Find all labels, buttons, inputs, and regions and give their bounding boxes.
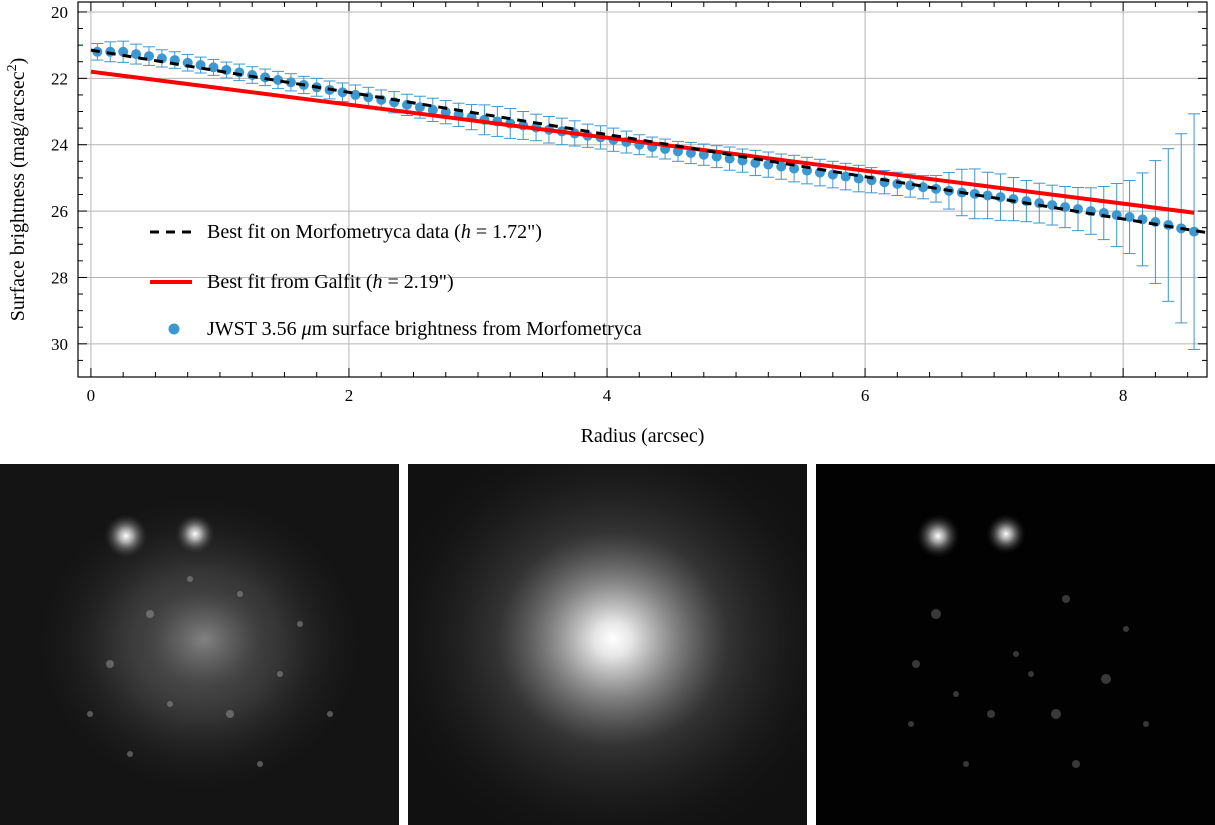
x-tick-label: 0: [87, 386, 96, 405]
galfit-fit-line: [90, 69, 1195, 215]
y-tick-label: 28: [51, 268, 68, 287]
data-point: [711, 151, 722, 162]
y-tick-label: 20: [51, 3, 68, 22]
x-tick-label: 6: [861, 386, 870, 405]
data-point: [337, 87, 348, 98]
legend: Best fit on Morfometryca data (h = 1.72"…: [150, 221, 642, 340]
data-point: [221, 65, 232, 76]
x-tick-label: 4: [603, 386, 612, 405]
data-point: [118, 46, 129, 57]
morfometryca-fit-line: [90, 48, 1208, 235]
data-point: [918, 182, 929, 193]
legend-label: Best fit on Morfometryca data (h = 1.72"…: [207, 221, 542, 243]
x-tick-label: 2: [345, 386, 354, 405]
data-point: [982, 190, 993, 201]
data-point: [427, 104, 438, 115]
y-tick-label: 24: [51, 136, 69, 155]
data-point: [1060, 202, 1071, 213]
data-point: [440, 107, 451, 118]
x-tick-label: 8: [1119, 386, 1128, 405]
y-axis-label: Surface brightness (mag/arcsec2): [5, 58, 29, 322]
legend-label: JWST 3.56 μm surface brightness from Mor…: [207, 318, 642, 340]
data-point: [350, 89, 361, 100]
data-point: [724, 153, 735, 164]
observed-galaxy-image: [0, 464, 399, 825]
legend-label: Best fit from Galfit (h = 2.19"): [207, 271, 454, 293]
data-point: [840, 171, 851, 182]
data-point: [414, 102, 425, 113]
residual-image: [816, 464, 1215, 825]
x-axis-label: Radius (arcsec): [581, 425, 705, 447]
data-point: [1189, 226, 1200, 237]
plot-frame: [77, 1, 1208, 378]
data-point: [208, 62, 219, 73]
series-layer: [90, 40, 1208, 350]
galfit-model-image: [408, 464, 807, 825]
data-point: [285, 77, 296, 88]
y-tick-label: 30: [51, 335, 68, 354]
legend-marker-dot: [168, 323, 180, 335]
data-point: [776, 161, 787, 172]
y-tick-label: 26: [51, 202, 68, 221]
y-tick-label: 22: [51, 69, 68, 88]
data-point: [1124, 212, 1135, 223]
